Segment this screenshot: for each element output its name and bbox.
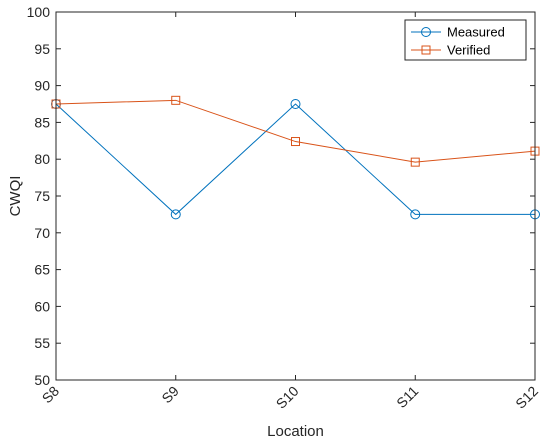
series-layer <box>51 95 540 220</box>
data-point <box>410 209 421 220</box>
legend-label: Verified <box>447 43 490 58</box>
x-tick-label: S9 <box>158 383 182 407</box>
y-tick-label: 65 <box>34 262 50 278</box>
y-tick-label: 90 <box>34 78 50 94</box>
legend-item-verified: Verified <box>411 43 490 58</box>
legend-marker <box>421 45 431 55</box>
legend-label: Measured <box>447 25 505 40</box>
data-point <box>290 99 301 109</box>
y-tick-label: 85 <box>34 114 50 130</box>
x-tick-label: S12 <box>512 383 541 412</box>
x-axis-label: Location <box>267 423 324 440</box>
legend-marker <box>421 27 431 37</box>
x-tick-label: S11 <box>393 383 421 411</box>
y-tick-label: 55 <box>34 335 50 351</box>
y-tick-label: 70 <box>34 225 50 241</box>
y-tick-label: 60 <box>34 298 50 314</box>
data-point <box>291 137 300 147</box>
x-tick-label: S10 <box>273 383 302 412</box>
data-point <box>410 157 420 167</box>
legend-item-measured: Measured <box>411 25 505 40</box>
y-tick-label: 50 <box>34 372 50 388</box>
legend-box <box>404 19 527 61</box>
series-verified <box>51 95 540 167</box>
y-axis-label: CWQI <box>7 176 24 217</box>
legend: Measured Verified <box>404 19 527 61</box>
series-line-measured <box>55 103 535 216</box>
plot-area <box>56 12 535 380</box>
data-point <box>170 209 181 220</box>
y-tick-label: 95 <box>34 41 50 57</box>
y-tick-label: 100 <box>27 4 51 20</box>
data-point <box>171 95 181 105</box>
y-tick-label: 75 <box>34 188 50 204</box>
plot-background <box>56 12 535 380</box>
series-line-verified <box>55 99 536 163</box>
y-tick-label: 80 <box>34 151 50 167</box>
